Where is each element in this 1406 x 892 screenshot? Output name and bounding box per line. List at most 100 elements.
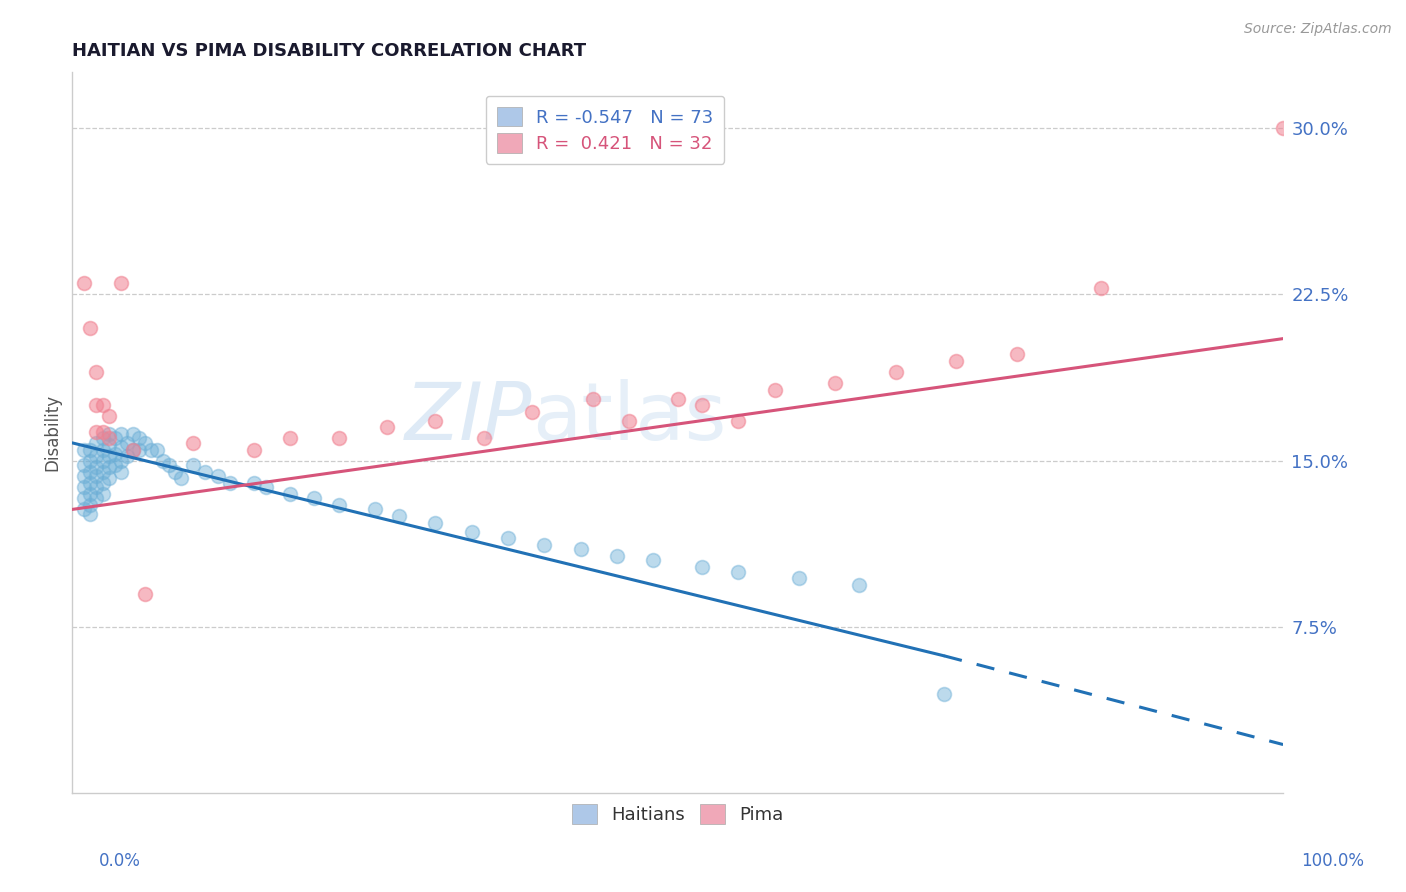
Point [73,469,96,483]
Point [73,442,96,457]
Y-axis label: Disability: Disability [44,394,60,472]
Point [73,480,96,494]
Point [787,571,810,585]
Point [86,491,108,506]
Point [110,453,132,467]
Point [194,465,217,479]
Point [97,432,120,446]
Point [496,531,519,545]
Point [121,442,143,457]
Point [97,471,120,485]
Text: ZIP: ZIP [405,379,533,458]
Point [128,432,150,446]
Point [582,392,605,406]
Point [91,432,114,446]
Point [254,480,277,494]
Point [1005,347,1028,361]
Point [375,420,398,434]
Point [134,435,156,450]
Point [91,465,114,479]
Point [104,432,127,446]
Point [97,460,120,475]
Point [364,502,387,516]
Point [425,516,447,530]
Point [104,447,127,461]
Point [763,383,786,397]
Point [304,491,326,506]
Point [110,427,132,442]
Point [157,458,180,472]
Point [115,435,138,450]
Point [86,480,108,494]
Point [91,442,114,457]
Point [472,432,495,446]
Point [824,376,846,390]
Point [86,425,108,439]
Point [165,465,187,479]
Point [91,453,114,467]
Point [79,442,101,457]
Point [86,365,108,379]
Point [945,353,967,368]
Legend: Haitians, Pima: Haitians, Pima [561,793,794,835]
Point [97,427,120,442]
Point [79,465,101,479]
Point [218,475,240,490]
Point [139,442,162,457]
Point [86,460,108,475]
Point [79,487,101,501]
Point [1272,120,1295,135]
Point [243,475,266,490]
Text: HAITIAN VS PIMA DISABILITY CORRELATION CHART: HAITIAN VS PIMA DISABILITY CORRELATION C… [72,42,586,60]
Point [619,414,641,428]
Point [243,442,266,457]
Point [207,469,229,483]
Point [97,409,120,424]
Point [388,509,411,524]
Point [152,453,174,467]
Point [115,449,138,463]
Point [690,560,713,574]
Point [643,553,665,567]
Point [110,276,132,290]
Point [533,538,555,552]
Point [110,440,132,454]
Point [690,398,713,412]
Point [170,471,193,485]
Point [91,475,114,490]
Point [79,475,101,490]
Point [848,578,870,592]
Point [86,449,108,463]
Point [181,458,204,472]
Point [425,414,447,428]
Point [73,491,96,506]
Point [73,458,96,472]
Point [606,549,628,563]
Point [79,507,101,521]
Point [278,487,301,501]
Point [727,414,749,428]
Point [278,432,301,446]
Point [134,587,156,601]
Text: 100.0%: 100.0% [1301,852,1364,870]
Point [97,438,120,452]
Point [884,365,907,379]
Text: atlas: atlas [533,379,727,458]
Point [1090,280,1112,294]
Point [104,458,127,472]
Point [727,565,749,579]
Point [86,469,108,483]
Point [328,498,350,512]
Point [181,435,204,450]
Text: 0.0%: 0.0% [98,852,141,870]
Point [146,442,169,457]
Point [932,686,955,700]
Point [569,542,592,557]
Point [79,320,101,334]
Point [73,502,96,516]
Point [128,442,150,457]
Point [91,398,114,412]
Point [121,442,143,457]
Point [121,427,143,442]
Point [110,465,132,479]
